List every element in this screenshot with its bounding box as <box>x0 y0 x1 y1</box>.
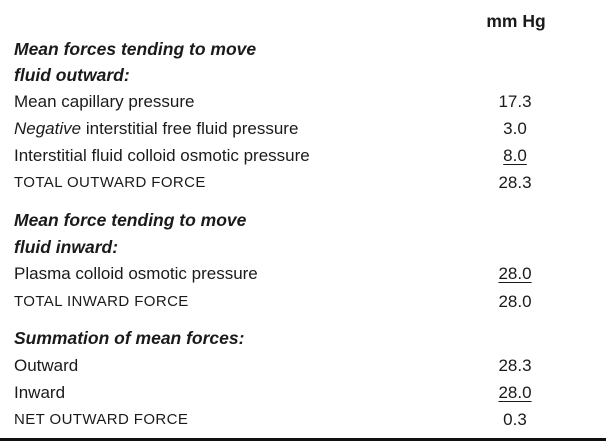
row-value: 3.0 <box>503 119 527 138</box>
row-value: 28.0 <box>480 261 550 287</box>
total-inward-value: 28.0 <box>498 292 532 311</box>
table-row: Inward 28.0 <box>0 380 606 406</box>
total-inward-label: TOTAL INWARD FORCE <box>14 293 189 310</box>
row-label: Interstitial fluid colloid osmotic press… <box>14 146 310 165</box>
row-label: Outward <box>14 356 79 375</box>
outward-heading-row-1: Mean forces tending to move <box>0 36 606 62</box>
total-outward-value: 28.3 <box>498 173 532 192</box>
net-row: NET OUTWARD FORCE 0.3 <box>0 407 606 433</box>
net-outward-value: 0.3 <box>503 410 527 429</box>
outward-heading-line-1: Mean forces tending to move <box>14 39 257 59</box>
row-value: 28.3 <box>498 356 532 375</box>
row-label: Plasma colloid osmotic pressure <box>14 264 258 283</box>
row-label-emphasis: Negative <box>14 119 82 138</box>
table-row: Negative interstitial free fluid pressur… <box>0 116 606 142</box>
row-label-text: interstitial free fluid pressure <box>81 119 299 138</box>
total-row: TOTAL INWARD FORCE 28.0 <box>0 289 606 315</box>
row-value: 8.0 <box>480 143 550 169</box>
summation-heading-row: Summation of mean forces: <box>0 325 606 351</box>
outward-heading-row-2: fluid outward: <box>0 62 606 88</box>
table-row: Mean capillary pressure 17.3 <box>0 89 606 115</box>
inward-heading-row-2: fluid inward: <box>0 234 606 260</box>
table-row: Plasma colloid osmotic pressure 28.0 <box>0 261 606 287</box>
net-outward-label: NET OUTWARD FORCE <box>14 411 189 428</box>
row-value: 28.0 <box>480 380 550 406</box>
table-row: Outward 28.3 <box>0 353 606 379</box>
underlined-value: 28.0 <box>498 383 532 402</box>
underlined-value: 8.0 <box>503 146 527 165</box>
summation-heading: Summation of mean forces: <box>14 328 245 348</box>
inward-heading-line-1: Mean force tending to move <box>14 210 247 230</box>
row-label: Mean capillary pressure <box>14 92 195 111</box>
unit-header: mm Hg <box>486 11 546 31</box>
row-label: Inward <box>14 383 66 402</box>
total-row: TOTAL OUTWARD FORCE 28.3 <box>0 170 606 196</box>
underlined-value: 28.0 <box>498 264 532 283</box>
row-value: 17.3 <box>498 92 532 111</box>
total-outward-label: TOTAL OUTWARD FORCE <box>14 174 206 191</box>
inward-heading-row-1: Mean force tending to move <box>0 207 606 233</box>
inward-heading-line-2: fluid inward: <box>14 237 119 257</box>
outward-heading-line-2: fluid outward: <box>14 65 130 85</box>
row-label: Negative interstitial free fluid pressur… <box>14 116 298 142</box>
unit-header-row: mm Hg <box>0 8 606 34</box>
bottom-rule <box>0 438 606 441</box>
table-row: Interstitial fluid colloid osmotic press… <box>0 143 606 169</box>
